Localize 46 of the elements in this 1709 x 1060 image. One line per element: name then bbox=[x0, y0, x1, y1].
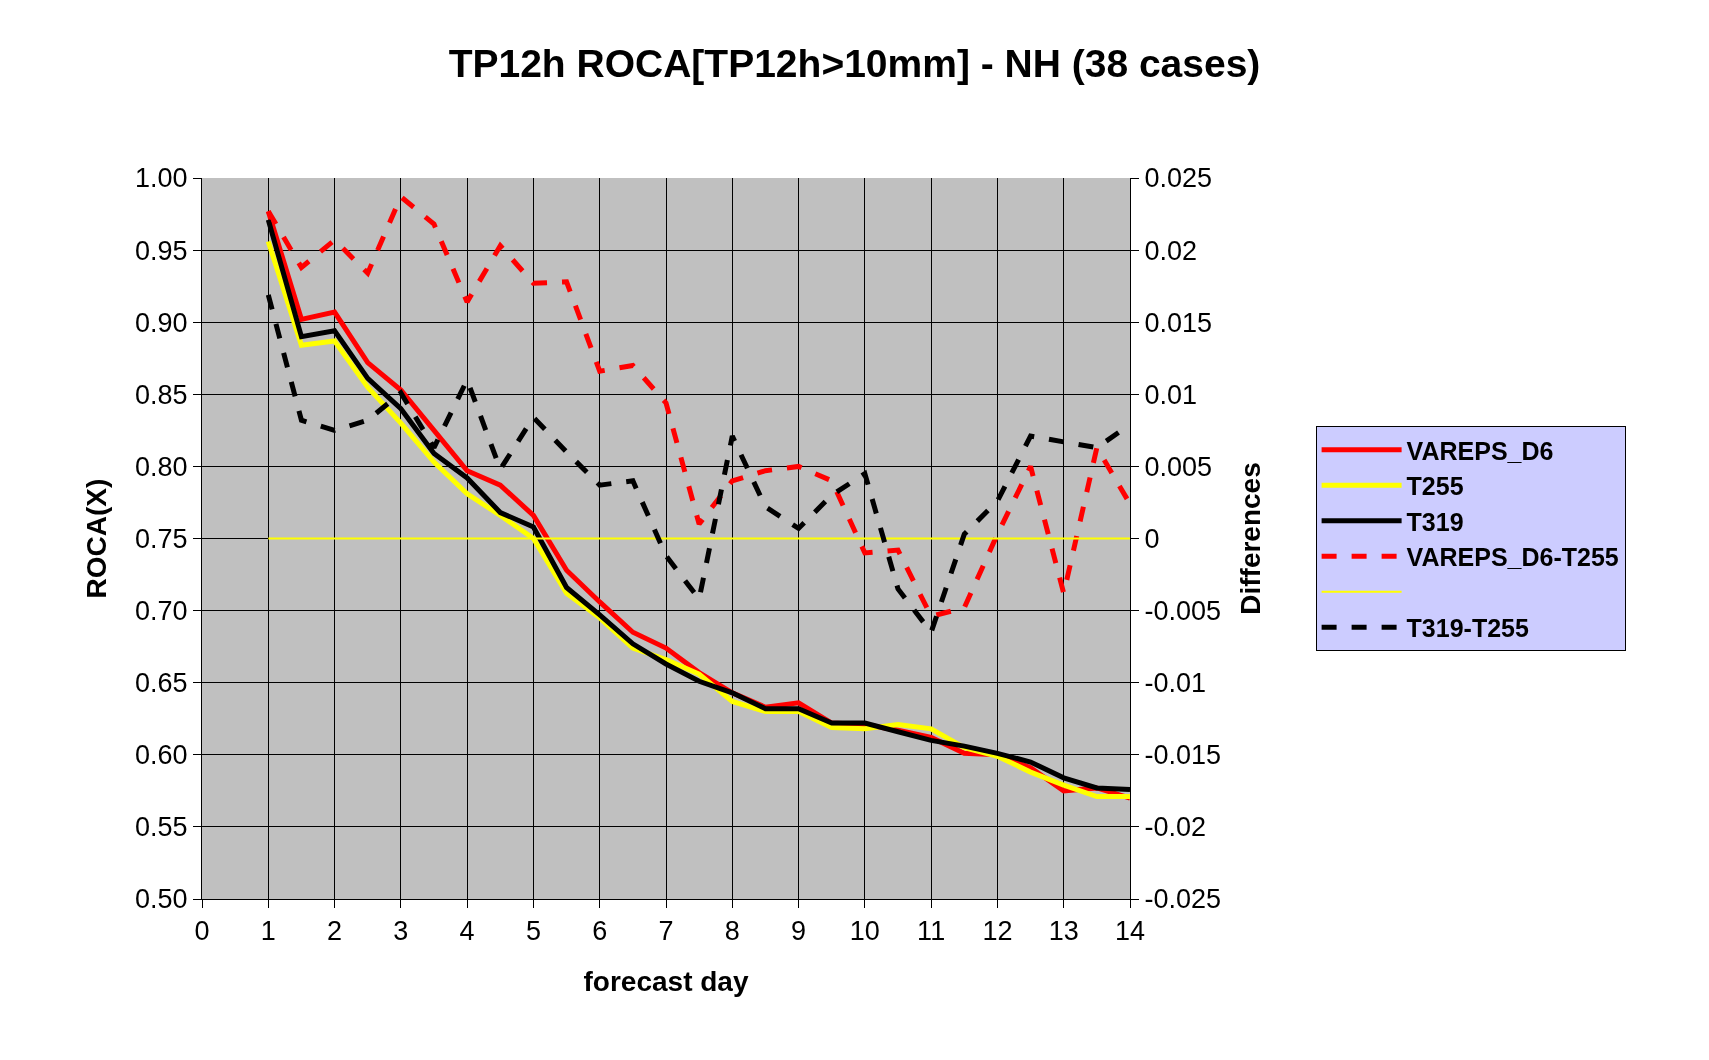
legend-label: T319 bbox=[1406, 507, 1464, 536]
y-tick-label: 0.50 bbox=[135, 884, 188, 915]
x-tick-label: 6 bbox=[592, 916, 608, 947]
x-tick-label: 5 bbox=[525, 916, 541, 947]
y2-tick-label: -0.025 bbox=[1144, 884, 1221, 915]
y2-tick-label: -0.02 bbox=[1144, 812, 1206, 843]
y2-tick-label: 0.005 bbox=[1144, 451, 1212, 482]
x-tick-label: 1 bbox=[260, 916, 276, 947]
x-tick-label: 0 bbox=[194, 916, 210, 947]
x-tick-label: 13 bbox=[1048, 916, 1079, 947]
y-tick-label: 0.55 bbox=[135, 812, 188, 843]
y2-tick-label: 0.01 bbox=[1144, 379, 1197, 410]
x-axis-title: forecast day bbox=[583, 965, 749, 997]
chart-title: TP12h ROCA[TP12h>10mm] - NH (38 cases) bbox=[448, 42, 1261, 86]
y-tick-label: 0.85 bbox=[135, 379, 188, 410]
x-tick-label: 10 bbox=[849, 916, 880, 947]
y-tick-label: 0.70 bbox=[135, 596, 188, 627]
y-tick-label: 0.90 bbox=[135, 307, 188, 338]
legend-label: VAREPS_D6 bbox=[1406, 436, 1554, 465]
y2-tick-label: -0.01 bbox=[1144, 668, 1206, 699]
y-tick-label: 0.75 bbox=[135, 523, 188, 554]
legend-label: T319-T255 bbox=[1406, 614, 1529, 642]
y-axis-title: ROCA(X) bbox=[80, 478, 112, 599]
y-tick-label: 0.60 bbox=[135, 740, 188, 771]
y-tick-label: 0.95 bbox=[135, 235, 188, 266]
y2-tick-label: 0.015 bbox=[1144, 307, 1212, 338]
x-tick-label: 14 bbox=[1114, 916, 1146, 947]
y2-tick-label: 0 bbox=[1144, 523, 1160, 554]
y2-tick-label: 0.02 bbox=[1144, 235, 1197, 266]
y-tick-label: 1.00 bbox=[135, 163, 188, 194]
x-tick-label: 7 bbox=[658, 916, 674, 947]
x-tick-label: 11 bbox=[917, 916, 946, 947]
y2-tick-label: -0.005 bbox=[1144, 596, 1221, 627]
legend-label: T255 bbox=[1406, 472, 1464, 500]
x-tick-label: 12 bbox=[982, 916, 1013, 947]
x-tick-label: 9 bbox=[791, 916, 807, 947]
legend-label: VAREPS_D6-T255 bbox=[1406, 543, 1619, 571]
y2-tick-label: -0.015 bbox=[1144, 740, 1221, 771]
y2-axis-title: Differences bbox=[1235, 462, 1267, 615]
x-tick-label: 8 bbox=[724, 916, 740, 947]
x-tick-label: 2 bbox=[327, 916, 343, 947]
y-tick-label: 0.80 bbox=[135, 451, 188, 482]
x-tick-label: 4 bbox=[459, 916, 475, 947]
y-tick-label: 0.65 bbox=[135, 668, 188, 699]
x-tick-label: 3 bbox=[393, 916, 409, 947]
y2-tick-label: 0.025 bbox=[1144, 163, 1212, 194]
